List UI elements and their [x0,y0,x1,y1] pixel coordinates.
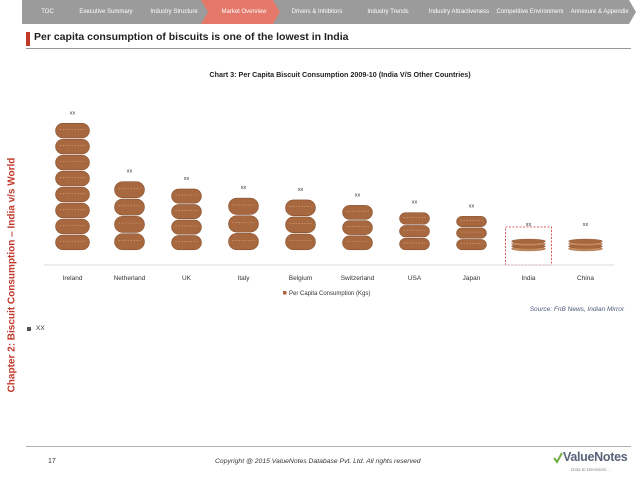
nav-tab-industry-trends[interactable]: Industry Trends [347,0,423,24]
chart-title: Chart 3: Per Capita Biscuit Consumption … [209,70,471,79]
copyright-text: Copyright @ 2015 ValueNotes Database Pvt… [215,458,421,465]
nav-tab-market-overview[interactable]: Market Overview [201,0,281,24]
page-number: 17 [48,458,56,465]
data-label-belgium: xx [298,187,304,193]
tick-label-belgium: Belgium [289,275,312,282]
bar-italy [228,197,259,251]
bar-ireland [55,123,90,251]
nav-tab-competitive-environment[interactable]: Competitive Environment [489,0,565,24]
bar-uk [171,188,202,251]
source-note: Source: FnB News, Indian Mirror [529,306,624,313]
nav-tab-annexure-appendix[interactable]: Annexure & Appendix [557,0,636,24]
bullet-icon [27,326,31,331]
data-label-uk: xx [184,176,190,182]
data-label-japan: xx [469,203,475,209]
data-label-india: xx [526,222,532,228]
nav-tab-toc[interactable]: TOC [22,0,73,24]
bar-usa [399,212,430,251]
nav-tab-industry-attractiveness[interactable]: Industry Attractiveness [415,0,497,24]
nav-tab-executive-summary[interactable]: Executive Summary [65,0,141,24]
tick-label-india: India [521,275,535,282]
tick-label-netherland: Netherland [114,275,146,282]
bullet-text: XX [36,325,45,332]
top-navigation: TOC Executive Summary Industry Structure Ma… [0,0,638,24]
data-label-china: xx [583,222,589,228]
data-label-netherland: xx [127,169,133,175]
bullet-item: XX [27,325,45,332]
tick-label-china: China [577,275,594,282]
data-label-usa: xx [412,200,418,206]
title-marker [26,32,30,46]
bar-india [505,226,552,266]
logo-tagline: Data to Decisions... [571,467,611,472]
page-title: Per capita consumption of biscuits is on… [34,31,349,43]
tick-label-japan: Japan [463,275,481,282]
bar-china [568,238,603,252]
logo-wordmark: ValueNotes [563,450,628,464]
tick-label-switzerland: Switzerland [341,275,375,282]
bar-switzerland [342,205,373,251]
tick-label-ireland: Ireland [63,275,83,282]
data-label-switzerland: xx [355,192,361,198]
bar-netherland [114,181,145,251]
nav-tab-industry-structure[interactable]: Industry Structure [133,0,209,24]
title-divider [26,48,631,49]
bar-japan [456,216,487,251]
nav-tab-drivers-inhibitors[interactable]: Drivers & Inhibitors [273,0,355,24]
legend-swatch [283,291,287,295]
legend-label: Per Capita Consumption (Kgs) [289,291,370,297]
tick-label-usa: USA [408,275,422,282]
logo-check-icon [553,452,563,464]
data-label-ireland: xx [70,110,76,116]
tick-label-italy: Italy [238,275,251,282]
footer-divider [26,446,631,447]
bar-belgium [285,199,316,251]
valuenotes-logo: ValueNotes Data to Decisions... [553,450,635,478]
data-label-italy: xx [241,185,247,191]
tick-label-uk: UK [182,275,192,282]
